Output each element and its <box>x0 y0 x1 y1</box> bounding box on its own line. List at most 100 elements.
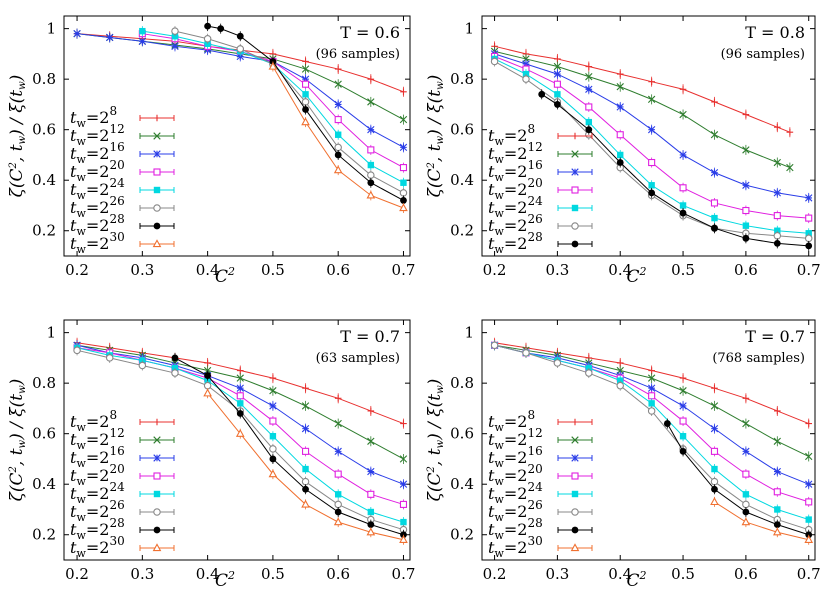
data-point <box>805 452 813 461</box>
legend-marker <box>153 222 161 230</box>
legend-entry-label: tw=228 <box>70 212 125 238</box>
data-point <box>617 151 624 159</box>
data-point <box>710 168 719 177</box>
legend-marker <box>153 490 161 498</box>
x-tick-label: 0.2 <box>483 261 507 279</box>
data-point <box>302 384 309 392</box>
data-point <box>203 381 212 390</box>
data-point <box>367 521 375 529</box>
x-tick-label: 0.4 <box>608 565 632 583</box>
plot-frame <box>63 15 411 257</box>
data-point <box>805 531 813 539</box>
data-point <box>774 123 781 131</box>
legend-marker <box>571 186 579 194</box>
x-tick-label: 0.3 <box>130 261 154 279</box>
data-point <box>269 433 277 440</box>
data-point <box>773 521 781 529</box>
data-point <box>301 117 310 126</box>
x-tick-label: 0.4 <box>196 565 220 583</box>
legend-entry-label: tw=212 <box>488 140 543 166</box>
data-point <box>773 212 781 220</box>
data-point <box>236 32 244 40</box>
data-point <box>400 420 407 427</box>
y-tick-label: 0.6 <box>32 425 56 443</box>
x-tick-label: 0.3 <box>545 261 569 279</box>
data-point <box>804 234 813 243</box>
data-point <box>805 516 812 523</box>
data-point <box>585 369 593 377</box>
data-point <box>710 199 719 207</box>
legend-entry-label: tw=226 <box>70 498 125 524</box>
data-point <box>367 179 375 187</box>
x-tick-label: 0.4 <box>608 261 632 279</box>
data-point <box>663 420 671 427</box>
data-point <box>647 125 656 134</box>
x-axis-label: C2 <box>215 569 235 591</box>
data-point <box>400 88 407 96</box>
legend-entry-label: tw=228 <box>70 516 125 542</box>
legend-marker <box>570 543 580 552</box>
data-point <box>269 387 277 395</box>
data-point <box>366 190 376 199</box>
samples-annotation: (96 samples) <box>721 47 805 62</box>
data-point <box>554 55 561 63</box>
data-point <box>786 128 794 136</box>
y-tick-label: 0.4 <box>450 171 474 189</box>
y-tick-label: 0.8 <box>32 70 56 88</box>
x-tick-label: 0.5 <box>261 261 285 279</box>
legend-marker <box>571 150 579 158</box>
series-24 <box>73 342 407 528</box>
legend-marker <box>153 114 161 122</box>
data-point <box>585 103 593 111</box>
data-point <box>774 227 781 234</box>
data-point <box>236 374 244 382</box>
chart-panel-2: 0.2 0.3 0.4 0.5 0.6 0.7 0.2 0.4 0.6 0.8 1 C2 ζ(C2, t… <box>425 15 821 287</box>
data-point <box>774 506 781 513</box>
data-point <box>269 455 277 463</box>
data-point <box>647 407 656 415</box>
data-point <box>805 194 813 202</box>
data-point <box>334 116 342 124</box>
y-tick-label: 0.2 <box>32 526 56 544</box>
data-point <box>490 57 499 66</box>
legend-entry-label: tw=28 <box>488 122 535 148</box>
data-point <box>302 106 309 113</box>
data-point <box>237 400 244 407</box>
data-point <box>138 37 147 45</box>
data-point <box>139 27 146 35</box>
legend-entry-label: tw=220 <box>488 462 543 488</box>
legend-marker <box>571 472 579 480</box>
y-tick-label: 0.6 <box>32 121 56 139</box>
data-point <box>648 182 655 189</box>
data-point <box>367 508 375 516</box>
series-line <box>207 25 404 201</box>
data-point <box>399 203 408 212</box>
series-28 <box>538 89 813 251</box>
legend-entry-label: tw=224 <box>70 480 125 506</box>
series-28 <box>204 21 407 206</box>
data-point <box>711 465 718 473</box>
legend-marker <box>152 543 162 552</box>
legend-marker <box>153 418 161 426</box>
data-point <box>710 497 719 506</box>
data-point <box>366 527 376 536</box>
data-point <box>804 535 814 543</box>
data-point <box>711 98 718 106</box>
data-point <box>334 100 342 109</box>
y-tick-label: 0.2 <box>450 526 474 544</box>
legend-entry-label: tw=226 <box>488 498 543 524</box>
data-point <box>171 354 179 362</box>
data-point <box>269 445 277 453</box>
data-point <box>522 349 530 357</box>
x-tick-label: 0.5 <box>671 261 695 279</box>
legend-entry-label: tw=212 <box>488 426 543 452</box>
x-tick-label: 0.6 <box>326 565 350 583</box>
series-line <box>541 93 809 247</box>
legend-marker <box>153 168 161 176</box>
x-tick-label: 0.7 <box>392 261 416 279</box>
legend-marker <box>571 490 579 498</box>
legend-marker <box>571 454 579 462</box>
series-line <box>174 357 404 536</box>
data-point <box>301 80 310 88</box>
data-point <box>711 485 718 493</box>
